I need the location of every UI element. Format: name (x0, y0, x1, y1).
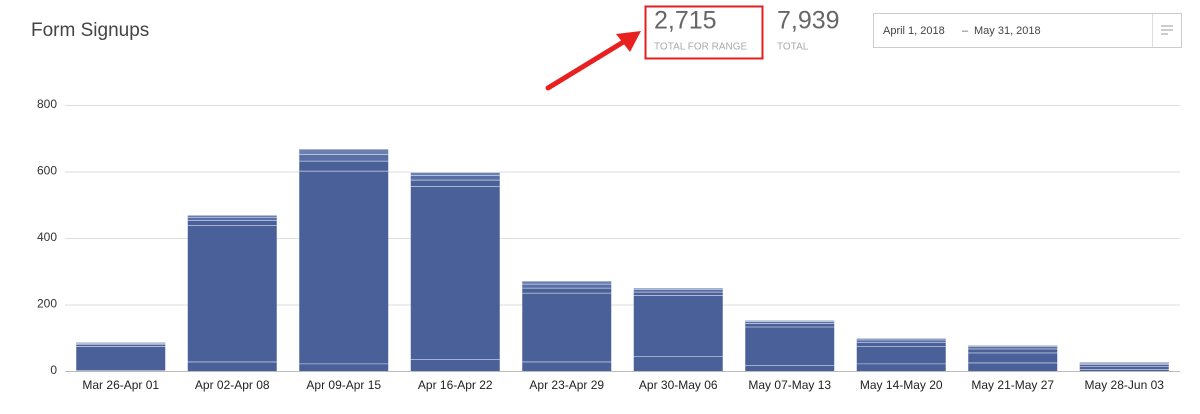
bar-segment (968, 345, 1058, 347)
bar-segment (522, 361, 612, 371)
date-start: April 1, 2018 (883, 25, 945, 37)
bar-segment (745, 323, 835, 327)
bar-segment (187, 361, 277, 371)
stat-value: 2,715 (654, 7, 717, 35)
bar-segment (522, 292, 612, 362)
bar-segment (968, 352, 1058, 363)
x-tick-label: Apr 30-May 06 (639, 378, 718, 392)
y-tick-label: 0 (50, 363, 57, 377)
highlight-box (644, 5, 764, 60)
y-tick-label: 800 (37, 97, 57, 111)
bar-segment (299, 170, 389, 364)
bar-segment (410, 175, 500, 180)
bar-segment (633, 291, 723, 296)
bar-segment (633, 287, 723, 290)
bar-segment (410, 172, 500, 176)
stat-value: 7,939 (777, 7, 840, 35)
stat-label: TOTAL (777, 42, 809, 53)
bar-segment (299, 154, 389, 161)
chart: 0 200 400 600 800 Mar 26-Apr 01 Apr 02-Apr 08 A… (37, 97, 1180, 392)
bar-segment (1079, 366, 1169, 370)
bar-segment (1079, 363, 1169, 365)
bar-segment (856, 363, 946, 371)
y-tick-label: 400 (37, 230, 57, 244)
bar-segment (76, 343, 166, 345)
bar-segment (187, 220, 277, 226)
bar-segment (410, 359, 500, 371)
y-tick-label: 200 (37, 297, 57, 311)
bar-segment (856, 346, 946, 364)
y-tick-label: 600 (37, 164, 57, 178)
date-picker[interactable]: April 1, 2018 – May 31, 2018 (873, 13, 1182, 48)
bar-segment (856, 339, 946, 343)
bar-segment (745, 321, 835, 324)
bar-segment (856, 342, 946, 347)
x-tick-label: May 07-May 13 (748, 378, 831, 392)
bar-segment (299, 148, 389, 155)
bar-segment (522, 280, 612, 284)
x-tick-label: Mar 26-Apr 01 (82, 378, 159, 392)
menu-icon[interactable] (1161, 25, 1173, 35)
bar-segment (522, 287, 612, 293)
bar-segment (410, 186, 500, 360)
bar-segment (633, 295, 723, 357)
annotation-arrow (545, 31, 641, 91)
x-tick-label: Apr 02-Apr 08 (195, 378, 270, 392)
bar-segment (968, 348, 1058, 353)
bar-segment (745, 320, 835, 322)
bar-segment (187, 217, 277, 221)
bar-segment (410, 179, 500, 187)
card-title: Form Signups (31, 20, 149, 41)
x-tick-label: May 21-May 27 (971, 378, 1054, 392)
x-tick-label: May 28-Jun 03 (1085, 378, 1165, 392)
bar-segment (187, 225, 277, 362)
bar-segment (745, 326, 835, 366)
bar-segment (522, 283, 612, 288)
date-separator: – (962, 25, 969, 37)
bar-segment (187, 215, 277, 218)
bar-segment (1079, 369, 1169, 371)
bar-segment (1079, 364, 1169, 367)
date-end: May 31, 2018 (974, 25, 1041, 37)
bar-segment (299, 160, 389, 171)
bar-segment (76, 346, 166, 371)
bar-segment (745, 365, 835, 371)
x-tick-label: Apr 16-Apr 22 (418, 378, 493, 392)
stat-label: TOTAL FOR RANGE (654, 42, 747, 53)
bar-segment (968, 362, 1058, 371)
x-tick-label: May 14-May 20 (860, 378, 943, 392)
x-tick-label: Apr 23-Apr 29 (529, 378, 604, 392)
bar-segment (856, 338, 946, 340)
bar-segment (968, 346, 1058, 349)
x-tick-label: Apr 09-Apr 15 (306, 378, 381, 392)
bar-segment (76, 344, 166, 347)
bar-segment (633, 356, 723, 371)
bar-segment (299, 363, 389, 371)
bar-segment (633, 289, 723, 292)
